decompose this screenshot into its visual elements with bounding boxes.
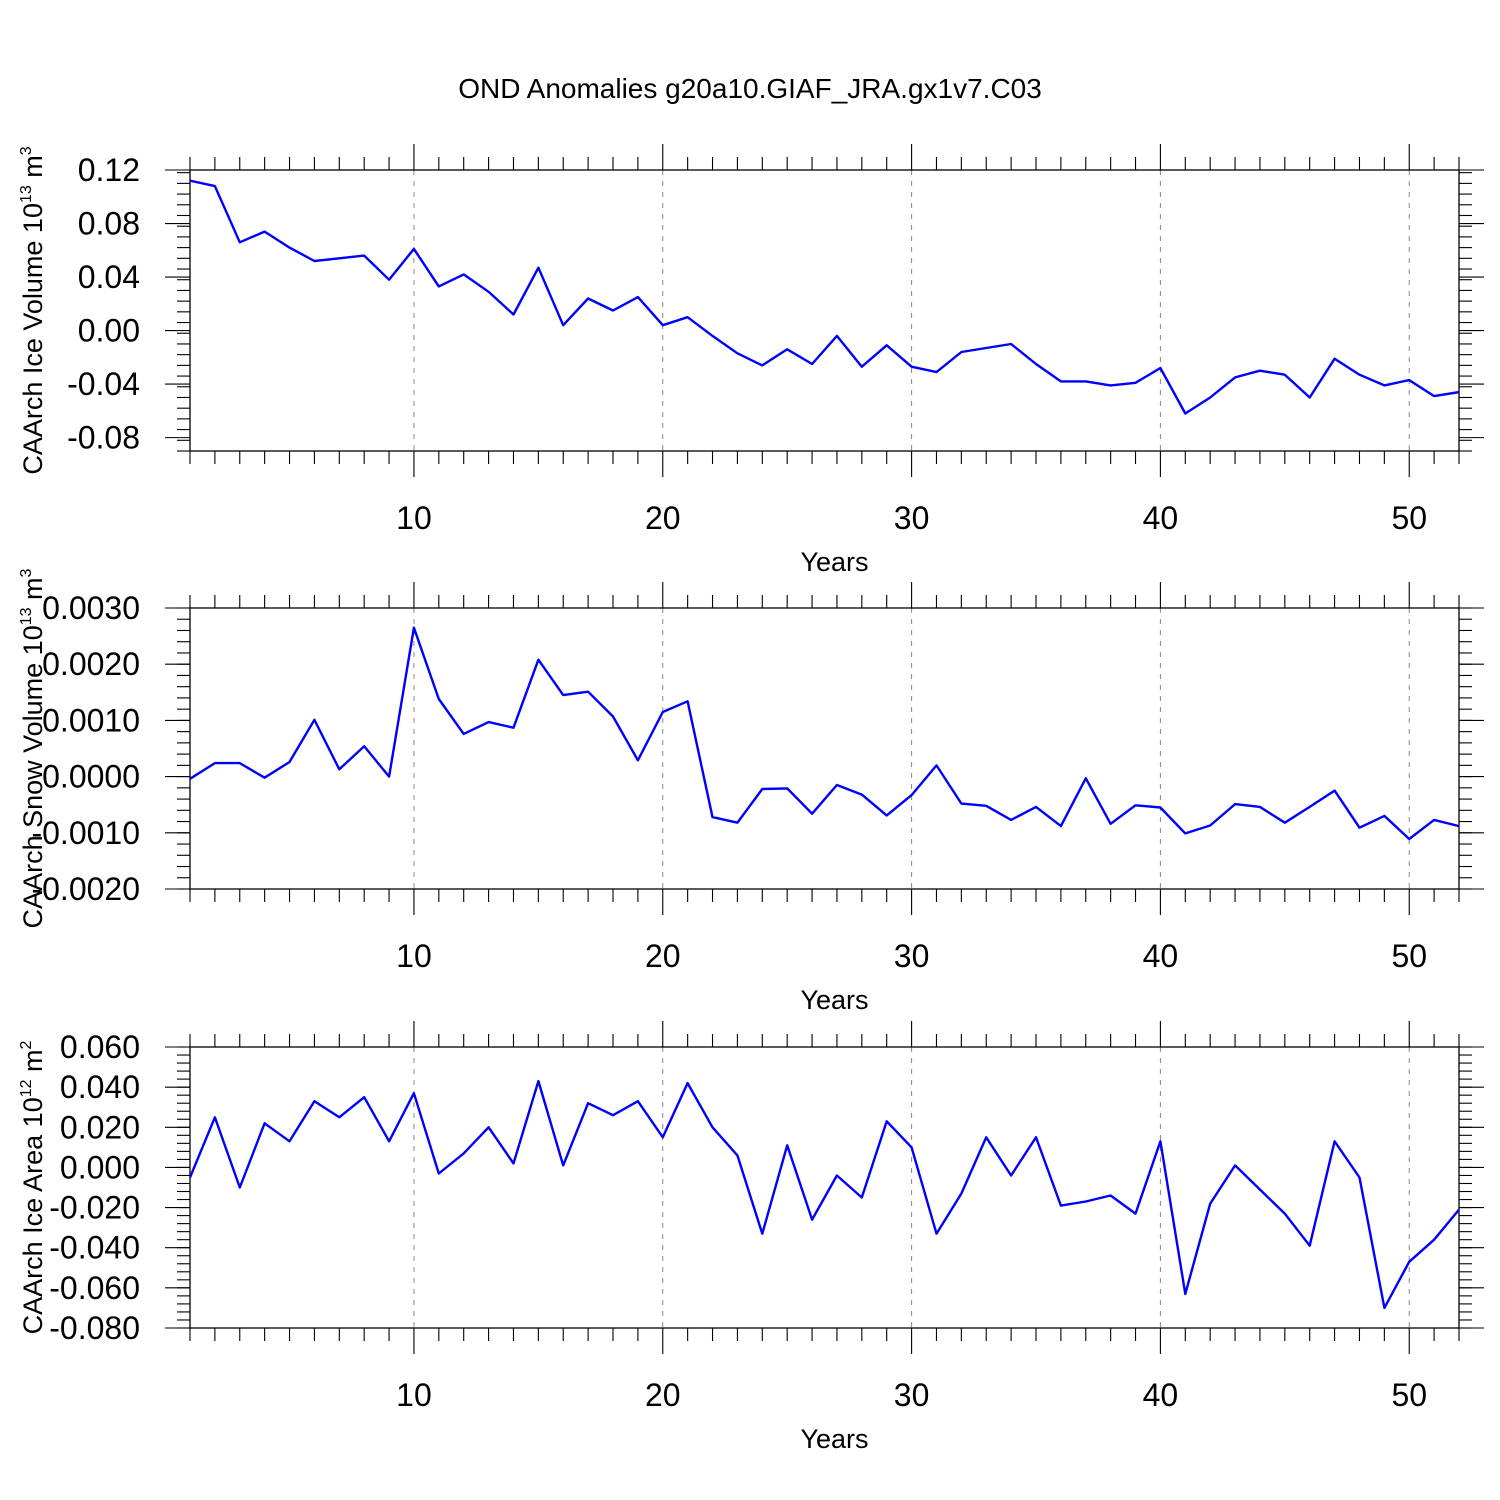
y-tick-label: -0.0020 xyxy=(31,871,140,907)
panel-3: 0.060 0.040 0.020 0.000 -0.020 -0.040 -0.060 -0… xyxy=(18,1021,1484,1454)
x-tick-label: 30 xyxy=(894,1377,930,1413)
x-tick-label: 50 xyxy=(1391,938,1427,974)
y-tick-label: 0.12 xyxy=(78,152,140,188)
y-tick-label: 0.00 xyxy=(78,313,140,349)
series-line xyxy=(190,1079,1459,1310)
figure-title: OND Anomalies g20a10.GIAF_JRA.gx1v7.C03 xyxy=(458,73,1042,104)
y-tick-label: 0.020 xyxy=(60,1109,140,1145)
x-tick-label: 20 xyxy=(645,938,681,974)
x-tick-label: 30 xyxy=(894,938,930,974)
x-tick-label: 40 xyxy=(1143,1377,1179,1413)
panel-2: 0.0030 0.0020 0.0010 0.0000 -0.0010 -0.0020 10… xyxy=(18,568,1484,1015)
x-axis-title: Years xyxy=(800,547,868,577)
plot-frame xyxy=(189,169,1460,452)
x-tick-label: 10 xyxy=(396,938,432,974)
series-line xyxy=(190,179,1459,415)
x-tick-label: 40 xyxy=(1143,938,1179,974)
y-tick-label: -0.04 xyxy=(67,366,140,402)
x-tick-label: 10 xyxy=(396,1377,432,1413)
y-tick-label: -0.020 xyxy=(49,1190,140,1226)
y-tick-label: 0.0010 xyxy=(42,702,140,738)
y-tick-label: 0.04 xyxy=(78,259,140,295)
y-tick-label: 0.060 xyxy=(60,1029,140,1065)
y-tick-label: 0.040 xyxy=(60,1069,140,1105)
plot-frame xyxy=(189,1046,1460,1329)
x-tick-label: 30 xyxy=(894,500,930,536)
y-tick-label: -0.080 xyxy=(49,1310,140,1346)
series-line xyxy=(190,626,1459,841)
x-tick-label: 20 xyxy=(645,500,681,536)
y-tick-label: -0.08 xyxy=(67,420,140,456)
plot-frame xyxy=(189,607,1460,890)
y-tick-label: -0.0010 xyxy=(31,815,140,851)
y-tick-label: 0.0000 xyxy=(42,759,140,795)
y-axis-title: CAArch Ice Volume 1013 m3 xyxy=(18,146,48,474)
x-tick-label: 50 xyxy=(1391,500,1427,536)
y-tick-label: -0.060 xyxy=(49,1270,140,1306)
panel-1: 0.12 0.08 0.04 0.00 -0.04 -0.08 10 20 30 40 50 Year… xyxy=(18,144,1484,577)
y-tick-label: -0.040 xyxy=(49,1230,140,1266)
x-tick-label: 40 xyxy=(1143,500,1179,536)
y-axis-title: CAArch Ice Area 1012 m2 xyxy=(18,1040,48,1334)
y-tick-label: 0.08 xyxy=(78,206,140,242)
y-axis-title: CAArch Snow Volume 1013 m3 xyxy=(18,568,48,928)
y-tick-label: 0.0020 xyxy=(42,646,140,682)
x-axis-title: Years xyxy=(800,985,868,1015)
y-tick-label: 0.0030 xyxy=(42,590,140,626)
y-tick-label: 0.000 xyxy=(60,1149,140,1185)
x-tick-label: 50 xyxy=(1391,1377,1427,1413)
x-axis-title: Years xyxy=(800,1424,868,1454)
x-tick-label: 20 xyxy=(645,1377,681,1413)
x-tick-label: 10 xyxy=(396,500,432,536)
